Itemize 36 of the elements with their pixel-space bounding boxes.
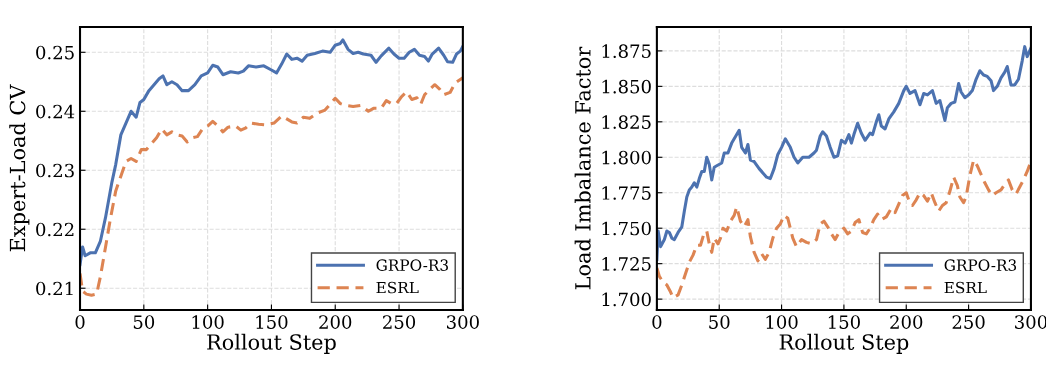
x-tick-label: 300 [447,315,479,329]
x-tick-label: 150 [828,315,860,329]
y-tick-label: 0.23 [36,163,74,178]
y-tick-label: 0.22 [36,222,74,237]
y-tick-label: 1.800 [602,150,651,165]
y-tick-label: 0.25 [36,45,74,60]
x-tick-label: 50 [709,315,730,329]
x-tick-label: 150 [256,315,288,329]
legend-label: GRPO-R3 [944,259,1017,271]
x-axis-title: Rollout Step [207,333,336,354]
legend-label: GRPO-R3 [376,259,448,271]
x-tick-label: 0 [75,315,85,329]
y-tick-label: 1.825 [602,115,651,129]
y-axis-title: Expert-Load CV [9,84,30,252]
y-tick-label: 1.700 [602,292,651,307]
x-tick-label: 250 [952,315,985,329]
x-axis-title: Rollout Step [779,333,909,354]
x-tick-label: 300 [1015,315,1046,329]
y-axis-title: Load Imbalance Factor [574,46,591,290]
x-tick-label: 50 [133,315,155,329]
y-tick-label: 1.875 [602,44,651,59]
x-tick-label: 200 [890,315,923,329]
line-series [80,76,463,297]
y-tick-label: 1.725 [602,257,651,271]
y-tick-label: 1.750 [602,221,651,236]
legend-label: ESRL [944,281,987,294]
x-tick-label: 0 [652,315,662,329]
y-tick-label: 0.21 [36,281,73,296]
x-tick-label: 200 [319,315,352,329]
y-tick-label: 1.850 [602,79,651,94]
x-tick-label: 100 [192,315,224,329]
legend-label: ESRL [376,281,419,294]
x-tick-label: 250 [383,315,416,329]
y-tick-label: 0.24 [36,104,75,119]
x-tick-label: 100 [766,315,798,329]
y-tick-label: 1.775 [602,186,651,200]
